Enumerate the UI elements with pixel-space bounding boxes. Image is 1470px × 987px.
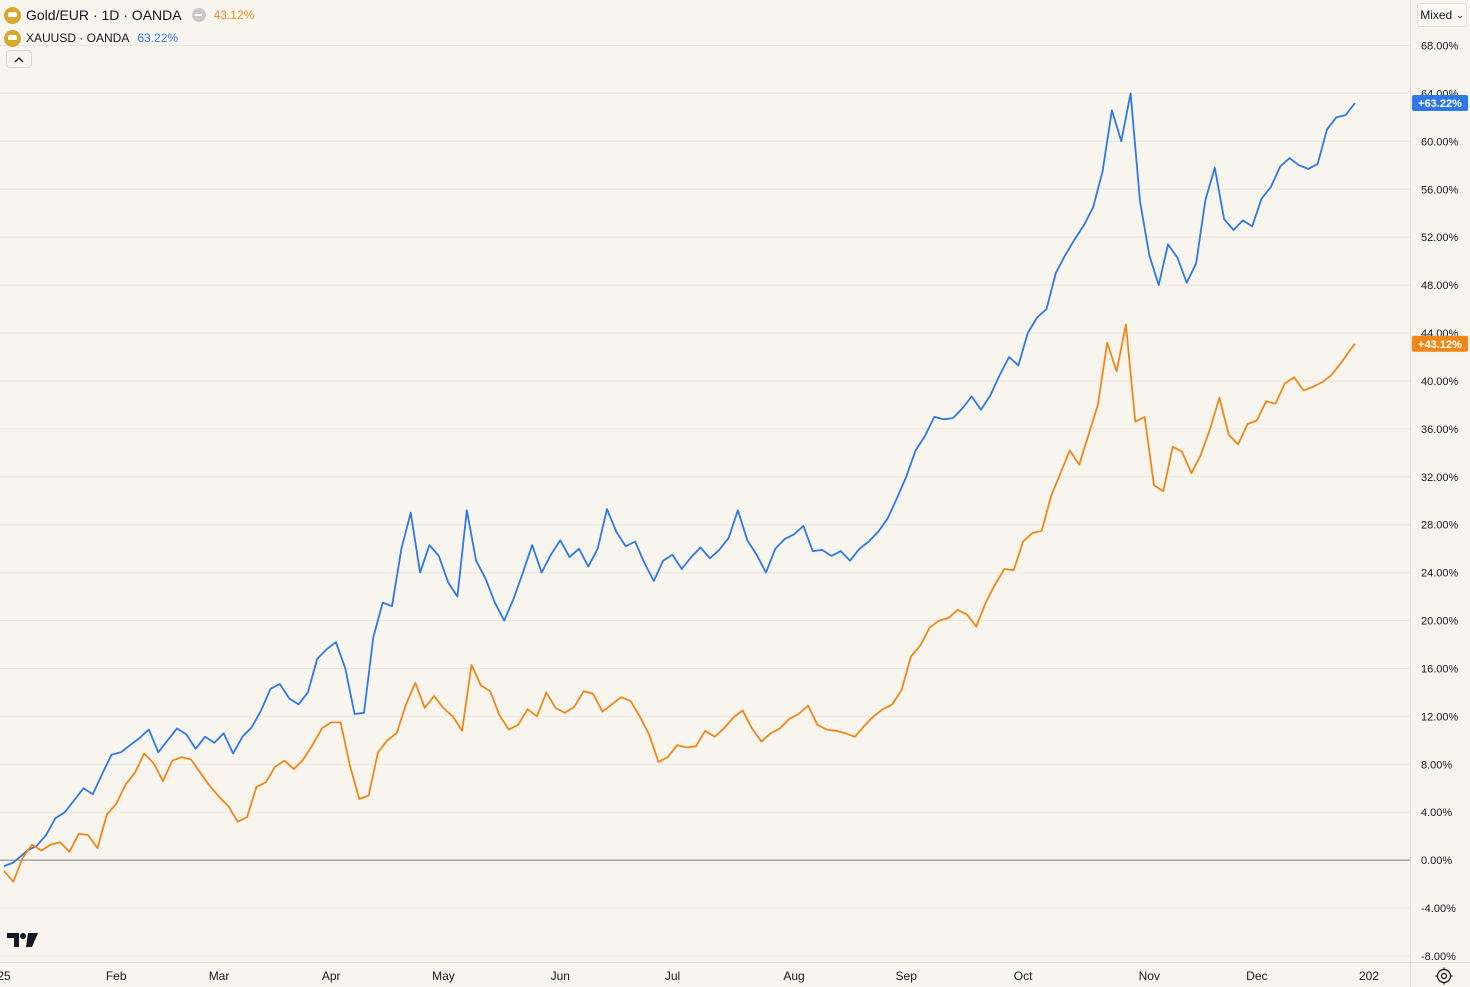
series-line [3, 92, 1356, 867]
x-tick-label: Oct [1014, 969, 1033, 983]
y-tick-label: 40.00% [1421, 376, 1459, 388]
badge-label: +63.22% [1418, 98, 1462, 110]
chevron-up-icon [14, 56, 24, 62]
x-tick-label: Apr [322, 969, 341, 983]
legend-compare-row[interactable]: XAUUSD · OANDA 63.22% [4, 29, 254, 47]
y-tick-label: 32.00% [1421, 472, 1459, 484]
x-tick-label: Mar [209, 969, 230, 983]
legend-main-value: 43.12% [213, 8, 255, 22]
y-tick-label: 16.00% [1421, 663, 1459, 675]
x-tick-label: Feb [106, 969, 127, 983]
y-tick-label: 28.00% [1421, 520, 1459, 532]
y-tick-label: 56.00% [1421, 184, 1459, 196]
y-tick-label: 8.00% [1421, 759, 1452, 771]
scale-mode-dropdown[interactable]: Mixed ⌄ [1417, 3, 1467, 27]
y-tick-label: -8.00% [1421, 951, 1456, 963]
gear-icon[interactable] [1434, 966, 1454, 986]
x-tick-label: Dec [1246, 969, 1267, 983]
y-tick-label: 52.00% [1421, 232, 1459, 244]
price-scale: 68.00%64.00%60.00%56.00%52.00%48.00%44.0… [1410, 0, 1459, 987]
series-line [3, 323, 1356, 883]
x-tick-label: Jun [551, 969, 570, 983]
last-value-badge: +63.22% [1412, 95, 1468, 112]
series-layer [3, 92, 1356, 883]
chart-grid [0, 45, 1410, 957]
y-tick-label: 60.00% [1421, 136, 1459, 148]
y-tick-label: -4.00% [1421, 903, 1456, 915]
y-tick-label: 0.00% [1421, 855, 1452, 867]
time-scale: 25 Feb Mar Apr May Jun Jul Aug Sep Oct Nov Dec 202 [0, 962, 1470, 983]
legend-compare-title: XAUUSD · OANDA [26, 31, 130, 45]
legend-main-row[interactable]: Gold/EUR · 1D · OANDA 43.12% [4, 6, 254, 24]
badge-bg [1412, 335, 1468, 352]
scale-mode-label: Mixed [1420, 8, 1453, 22]
y-tick-label: 12.00% [1421, 711, 1459, 723]
x-tick-label: 25 [0, 969, 11, 983]
gold-bar-icon [4, 6, 21, 24]
tradingview-logo-icon [7, 933, 38, 947]
y-tick-label: 36.00% [1421, 424, 1459, 436]
hide-series-icon[interactable] [191, 8, 206, 22]
y-tick-label: 68.00% [1421, 41, 1459, 53]
x-tick-label: May [432, 969, 455, 983]
chevron-down-icon: ⌄ [1456, 9, 1464, 20]
y-tick-label: 4.00% [1421, 807, 1452, 819]
legend-compare-value: 63.22% [137, 31, 179, 45]
x-tick-label: Nov [1139, 969, 1160, 983]
gold-bar-icon [4, 29, 21, 47]
badge-bg [1412, 95, 1468, 112]
x-tick-label: Jul [665, 969, 680, 983]
x-tick-label: 202 [1359, 969, 1379, 983]
last-value-badge: +43.12% [1412, 335, 1468, 352]
legend-main-title: Gold/EUR · 1D · OANDA [26, 7, 182, 23]
last-value-badges: +63.22% +43.12% [1412, 95, 1468, 352]
y-tick-label: 20.00% [1421, 616, 1459, 628]
x-tick-label: Aug [783, 969, 804, 983]
x-tick-label: Sep [896, 969, 918, 983]
y-tick-label: 48.00% [1421, 280, 1459, 292]
legend-collapse-button[interactable] [6, 50, 32, 68]
y-tick-label: 24.00% [1421, 568, 1459, 580]
badge-label: +43.12% [1418, 339, 1462, 351]
legend: Gold/EUR · 1D · OANDA 43.12% XAUUSD · OA… [4, 6, 254, 68]
